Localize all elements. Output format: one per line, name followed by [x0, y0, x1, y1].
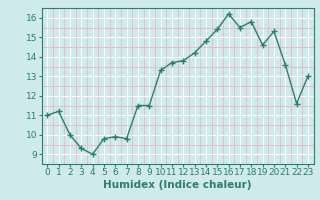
X-axis label: Humidex (Indice chaleur): Humidex (Indice chaleur)	[103, 180, 252, 190]
